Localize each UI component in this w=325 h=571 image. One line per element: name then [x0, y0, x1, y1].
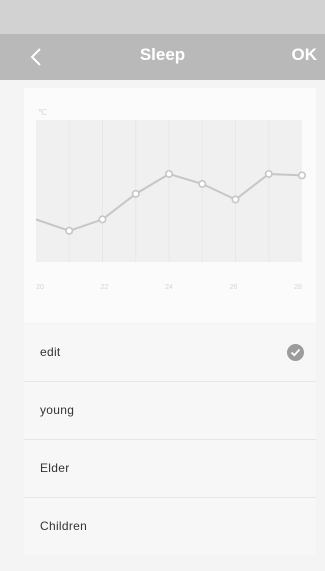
chart-canvas [35, 120, 306, 262]
mode-row-children[interactable]: Children [24, 498, 316, 555]
mode-label: young [40, 403, 75, 417]
data-point[interactable] [297, 171, 306, 180]
data-point[interactable] [131, 189, 140, 198]
mode-list: edit young Elder Children [24, 324, 316, 555]
data-point[interactable] [198, 179, 207, 188]
chevron-left-icon [30, 48, 41, 66]
check-icon [287, 344, 304, 361]
x-tick-label: 22 [100, 284, 109, 291]
data-point[interactable] [165, 169, 174, 178]
data-point[interactable] [98, 215, 107, 224]
chart-unit-label: ℃ [38, 108, 47, 117]
data-point[interactable] [65, 226, 74, 235]
x-tick-label: 20 [36, 284, 44, 291]
mode-row-elder[interactable]: Elder [24, 440, 316, 498]
data-point[interactable] [231, 195, 240, 204]
mode-row-edit[interactable]: edit [24, 324, 316, 382]
mode-label: Elder [40, 461, 70, 475]
ok-button[interactable]: OK [291, 45, 318, 64]
back-button[interactable] [22, 43, 50, 71]
mode-label: Children [40, 519, 88, 533]
sleep-curve-chart[interactable]: ℃ 20 22 24 26 28 [24, 88, 316, 323]
x-tick-label: 26 [229, 284, 238, 291]
status-strip [0, 0, 325, 34]
data-point[interactable] [264, 169, 273, 178]
x-tick-label: 24 [165, 284, 173, 291]
x-tick-label: 28 [294, 284, 302, 291]
mode-label: edit [40, 345, 61, 359]
nav-bar: Sleep OK [0, 34, 325, 80]
mode-row-young[interactable]: young [24, 382, 316, 440]
